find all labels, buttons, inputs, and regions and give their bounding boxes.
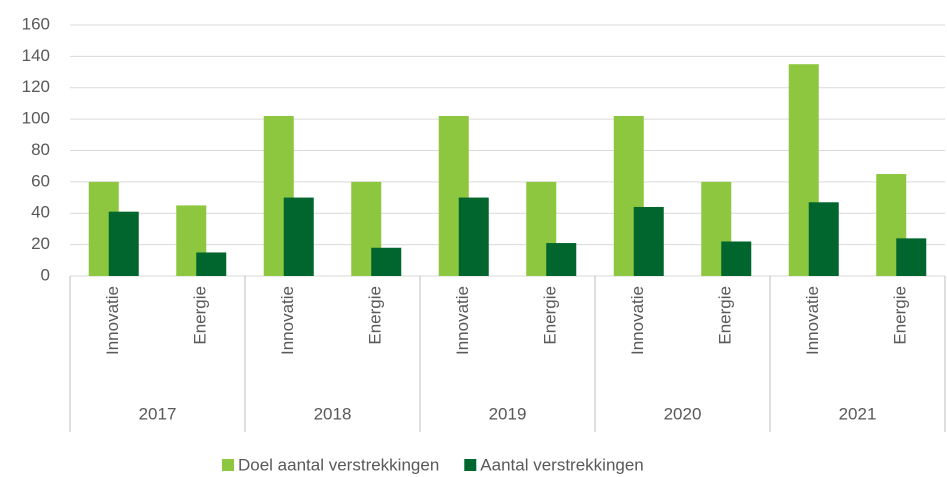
x-tick-label: Innovatie: [803, 286, 822, 355]
group-label: 2021: [839, 404, 877, 423]
y-tick-label: 40: [31, 203, 50, 222]
bar: [546, 243, 577, 276]
x-tick-label: Innovatie: [453, 286, 472, 355]
group-label: 2017: [139, 404, 177, 423]
legend-label: Doel aantal verstrekkingen: [238, 455, 439, 474]
bar: [458, 197, 489, 276]
bar: [108, 211, 139, 276]
bar: [721, 241, 752, 276]
bar: [283, 197, 314, 276]
legend-label: Aantal verstrekkingen: [480, 455, 643, 474]
bar: [196, 252, 227, 276]
group-label: 2019: [489, 404, 527, 423]
y-tick-label: 120: [22, 77, 50, 96]
y-tick-label: 80: [31, 140, 50, 159]
x-tick-label: Innovatie: [628, 286, 647, 355]
x-tick-label: Energie: [191, 286, 210, 345]
y-tick-label: 100: [22, 109, 50, 128]
group-label: 2020: [664, 404, 702, 423]
group-label: 2018: [314, 404, 352, 423]
bar: [896, 238, 927, 276]
y-tick-label: 20: [31, 234, 50, 253]
bar: [633, 206, 664, 276]
x-tick-label: Innovatie: [103, 286, 122, 355]
x-tick-label: Energie: [891, 286, 910, 345]
x-tick-label: Energie: [541, 286, 560, 345]
x-tick-label: Innovatie: [278, 286, 297, 355]
y-tick-label: 0: [41, 265, 50, 284]
x-tick-label: Energie: [716, 286, 735, 345]
legend-swatch: [222, 459, 234, 471]
x-tick-label: Energie: [366, 286, 385, 345]
bar: [371, 247, 402, 276]
bar: [808, 202, 839, 276]
y-tick-label: 160: [22, 14, 50, 33]
y-tick-label: 60: [31, 171, 50, 190]
legend-swatch: [464, 459, 477, 471]
y-tick-label: 140: [22, 46, 50, 65]
